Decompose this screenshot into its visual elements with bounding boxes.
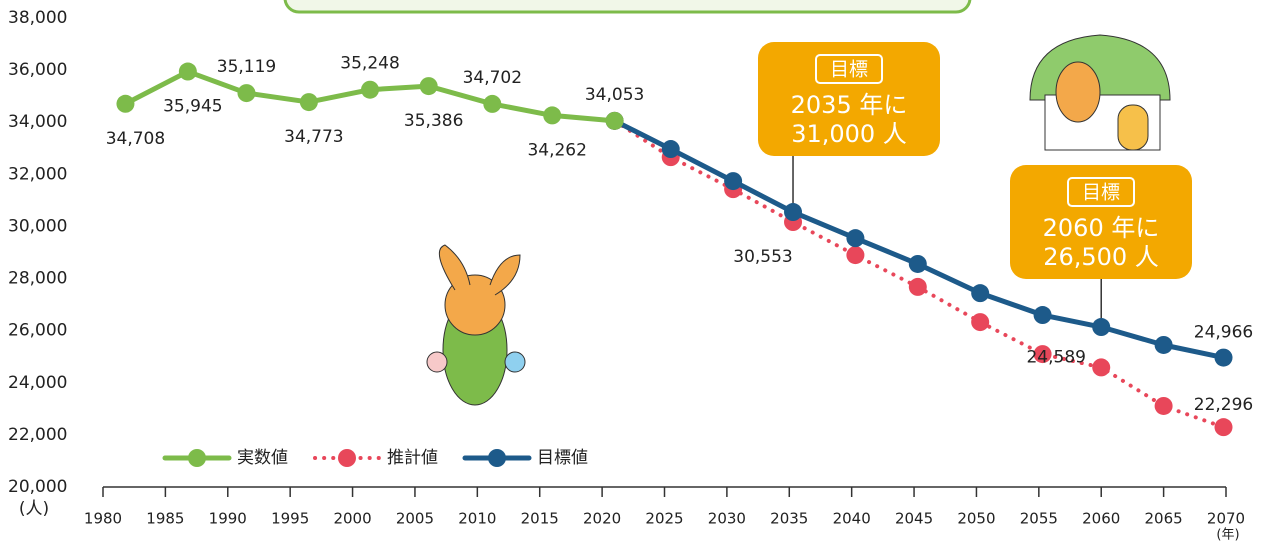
mascot [427, 245, 525, 405]
data-point [420, 77, 438, 95]
data-point [1155, 397, 1173, 415]
value-label: 24,589 [1026, 347, 1085, 367]
data-point [846, 229, 864, 247]
x-tick-label: 2020 [583, 510, 621, 528]
data-point [909, 278, 927, 296]
data-point [971, 284, 989, 302]
data-point [543, 106, 561, 124]
value-label: 34,702 [463, 68, 522, 88]
x-tick-label: 2025 [645, 510, 683, 528]
x-tick-label: 1990 [209, 510, 247, 528]
value-label: 35,119 [217, 57, 276, 77]
data-point [1155, 336, 1173, 354]
data-point [300, 93, 318, 111]
y-tick-label: 24,000 [8, 373, 67, 393]
data-point [237, 84, 255, 102]
data-point [909, 255, 927, 273]
value-label: 22,296 [1194, 395, 1253, 415]
x-tick-label: 2010 [458, 510, 496, 528]
data-point [1092, 318, 1110, 336]
x-tick-label: 2045 [895, 510, 933, 528]
callout-title: 目標 [1082, 182, 1120, 204]
x-tick-label: 2000 [333, 510, 371, 528]
data-point [1215, 418, 1233, 436]
value-label: 34,708 [106, 129, 165, 149]
legend-label: 推計値 [387, 448, 438, 468]
y-axis-label: (人) [19, 499, 49, 519]
x-tick-label: 2055 [1020, 510, 1058, 528]
y-tick-label: 30,000 [8, 216, 67, 236]
y-tick-label: 22,000 [8, 425, 67, 445]
x-tick-label: 2035 [770, 510, 808, 528]
data-point [1092, 358, 1110, 376]
data-point [724, 172, 742, 190]
data-point [606, 112, 624, 130]
value-label: 34,262 [527, 140, 586, 160]
y-tick-label: 32,000 [8, 164, 67, 184]
x-tick-label: 1980 [84, 510, 122, 528]
x-tick-label: 2050 [957, 510, 995, 528]
value-label: 34,773 [284, 127, 343, 147]
y-tick-label: 20,000 [8, 477, 67, 497]
y-tick-label: 28,000 [8, 269, 67, 289]
data-point [116, 95, 134, 113]
legend-label: 目標値 [537, 448, 588, 468]
value-label: 34,053 [585, 85, 644, 105]
data-point [361, 81, 379, 99]
data-point [483, 95, 501, 113]
data-point [971, 313, 989, 331]
value-label: 35,248 [340, 54, 399, 74]
value-label: 24,966 [1194, 323, 1253, 343]
data-point [784, 203, 802, 221]
callout-text: 2035 年に [791, 91, 908, 119]
y-tick-label: 26,000 [8, 321, 67, 341]
x-tick-label: 2015 [521, 510, 559, 528]
data-point [846, 246, 864, 264]
value-label: 35,386 [404, 111, 463, 131]
legend-marker [488, 449, 506, 467]
y-tick-label: 38,000 [8, 8, 67, 28]
x-tick-label: 2060 [1082, 510, 1120, 528]
x-tick-label: 2030 [708, 510, 746, 528]
callout-text: 2060 年に [1043, 214, 1160, 242]
top-banner [285, 0, 970, 12]
callout-text: 31,000 人 [791, 120, 907, 148]
y-tick-label: 34,000 [8, 112, 67, 132]
x-tick-label: 1995 [271, 510, 309, 528]
legend-label: 実数値 [237, 448, 288, 468]
x-tick-label: 2070 [1207, 510, 1245, 528]
x-tick-label: 2065 [1145, 510, 1183, 528]
x-tick-label: 2005 [396, 510, 434, 528]
x-tick-label: 2040 [833, 510, 871, 528]
legend-marker [188, 449, 206, 467]
value-label: 30,553 [733, 247, 792, 267]
data-point [179, 63, 197, 81]
chart: (人) (年) 20,000 22,000 24,000 26,000 28,000 30… [0, 0, 1268, 544]
legend-marker [338, 449, 356, 467]
data-point [1034, 306, 1052, 324]
value-label: 35,945 [163, 97, 222, 117]
callout-title: 目標 [830, 59, 868, 81]
data-point [1215, 349, 1233, 367]
callout-text: 26,500 人 [1043, 243, 1159, 271]
y-tick-label: 36,000 [8, 60, 67, 80]
house [1030, 35, 1170, 150]
data-point [662, 140, 680, 158]
x-axis-label: (年) [1216, 528, 1239, 543]
x-tick-label: 1985 [146, 510, 184, 528]
